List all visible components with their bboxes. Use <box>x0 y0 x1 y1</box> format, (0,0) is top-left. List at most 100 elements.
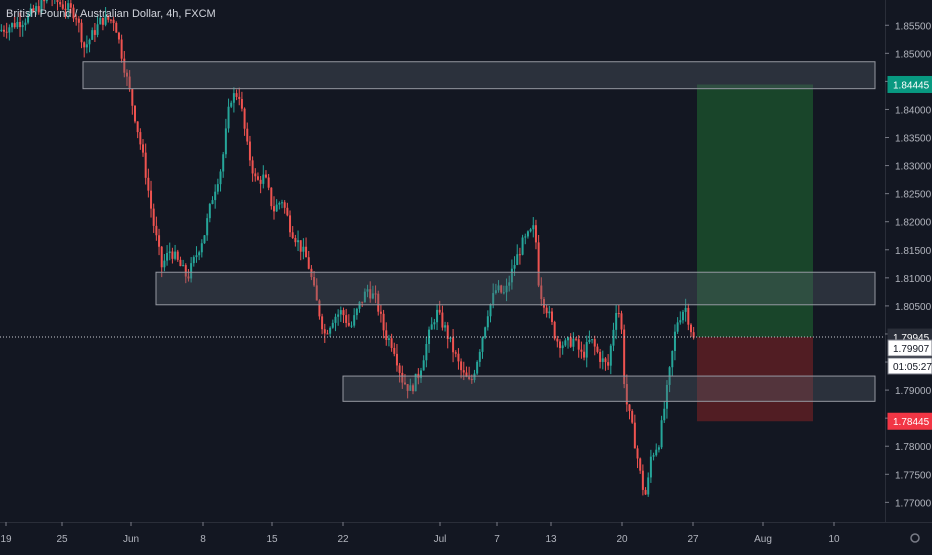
candle-body <box>214 191 217 201</box>
candle-body <box>532 225 535 230</box>
x-tick-label: 10 <box>828 534 840 545</box>
candle-body <box>353 315 356 326</box>
candle-body <box>270 187 273 207</box>
candle-body <box>457 353 460 362</box>
candle-body <box>382 313 385 331</box>
candle-body <box>5 31 8 33</box>
candle-body <box>256 176 259 180</box>
candle-body <box>96 24 99 35</box>
candle-body <box>16 21 19 28</box>
candle-body <box>492 293 495 305</box>
candle-body <box>663 408 666 421</box>
candle-body <box>481 337 484 352</box>
candle-body <box>248 141 251 161</box>
candle-body <box>591 339 594 341</box>
candle-body <box>465 372 468 377</box>
candle-body <box>208 203 211 219</box>
candle-body <box>567 337 570 341</box>
candle-body <box>497 285 500 291</box>
candle-body <box>689 324 692 333</box>
candle-body <box>350 325 353 327</box>
candle-body <box>355 308 358 316</box>
candle-body <box>99 17 102 25</box>
candle-body <box>192 257 195 264</box>
candle-body <box>329 327 332 334</box>
candle-body <box>238 96 241 99</box>
countdown-label: 01:05:27 <box>893 362 932 373</box>
candle-body <box>652 455 655 457</box>
candle-body <box>93 30 96 35</box>
y-tick-label: 1.80500 <box>895 302 932 313</box>
y-tick-label: 1.78000 <box>895 442 932 453</box>
candle-body <box>195 255 198 258</box>
candle-body <box>687 307 690 325</box>
x-tick-label: Jul <box>434 534 447 545</box>
candle-body <box>486 316 489 328</box>
candle-body <box>596 346 599 352</box>
candle-body <box>387 338 390 340</box>
candle-body <box>374 293 377 295</box>
candle-body <box>326 333 329 335</box>
candle-body <box>636 448 639 459</box>
candle-body <box>272 206 275 212</box>
candle-body <box>369 289 372 299</box>
candle-body <box>243 108 246 129</box>
candle-body <box>647 477 650 495</box>
target-price-label-bg <box>887 75 932 93</box>
x-tick-label: 15 <box>266 534 278 545</box>
candle-body <box>112 19 115 23</box>
candle-body <box>617 312 620 314</box>
bid-price-label: 1.79907 <box>893 344 930 355</box>
candle-body <box>45 0 48 2</box>
candle-body <box>120 39 123 59</box>
candle-body <box>679 320 682 323</box>
candle-body <box>385 330 388 340</box>
candle-body <box>489 304 492 317</box>
candle-body <box>681 311 684 321</box>
x-tick-label: Aug <box>754 534 772 545</box>
candle-body <box>446 325 449 340</box>
y-tick-label: 1.83000 <box>895 162 932 173</box>
candle-body <box>184 265 187 277</box>
candle-body <box>494 290 497 294</box>
candle-body <box>390 338 393 348</box>
candle-body <box>61 4 64 9</box>
candle-body <box>337 314 340 317</box>
candle-body <box>409 385 412 391</box>
candle-body <box>607 362 610 366</box>
candle-body <box>150 190 153 209</box>
candle-body <box>187 276 190 279</box>
y-tick-label: 1.77000 <box>895 498 932 509</box>
candle-body <box>166 252 169 261</box>
candle-body <box>521 237 524 255</box>
candle-body <box>310 268 313 278</box>
candle-body <box>665 384 668 409</box>
candle-body <box>548 311 551 314</box>
candle-body <box>620 313 623 330</box>
candle-body <box>315 285 318 301</box>
candle-body <box>240 98 243 109</box>
candle-body <box>561 345 564 349</box>
candle-body <box>684 307 687 312</box>
candle-body <box>425 343 428 361</box>
candle-body <box>299 240 302 252</box>
candle-body <box>142 144 145 153</box>
candle-body <box>211 200 214 204</box>
candle-body <box>363 291 366 303</box>
candle-body <box>452 337 455 353</box>
candle-body <box>24 22 27 26</box>
candle-body <box>152 208 155 226</box>
candle-body <box>291 232 294 238</box>
candle-body <box>286 207 289 216</box>
current-price-label: 1.79945 <box>893 333 930 344</box>
candle-body <box>433 322 436 325</box>
candle-body <box>182 265 185 267</box>
zone-box <box>82 61 876 90</box>
candle-body <box>203 235 206 244</box>
candle-body <box>379 311 382 314</box>
candle-body <box>232 93 235 103</box>
candle-body <box>553 321 556 339</box>
candle-body <box>72 7 75 19</box>
